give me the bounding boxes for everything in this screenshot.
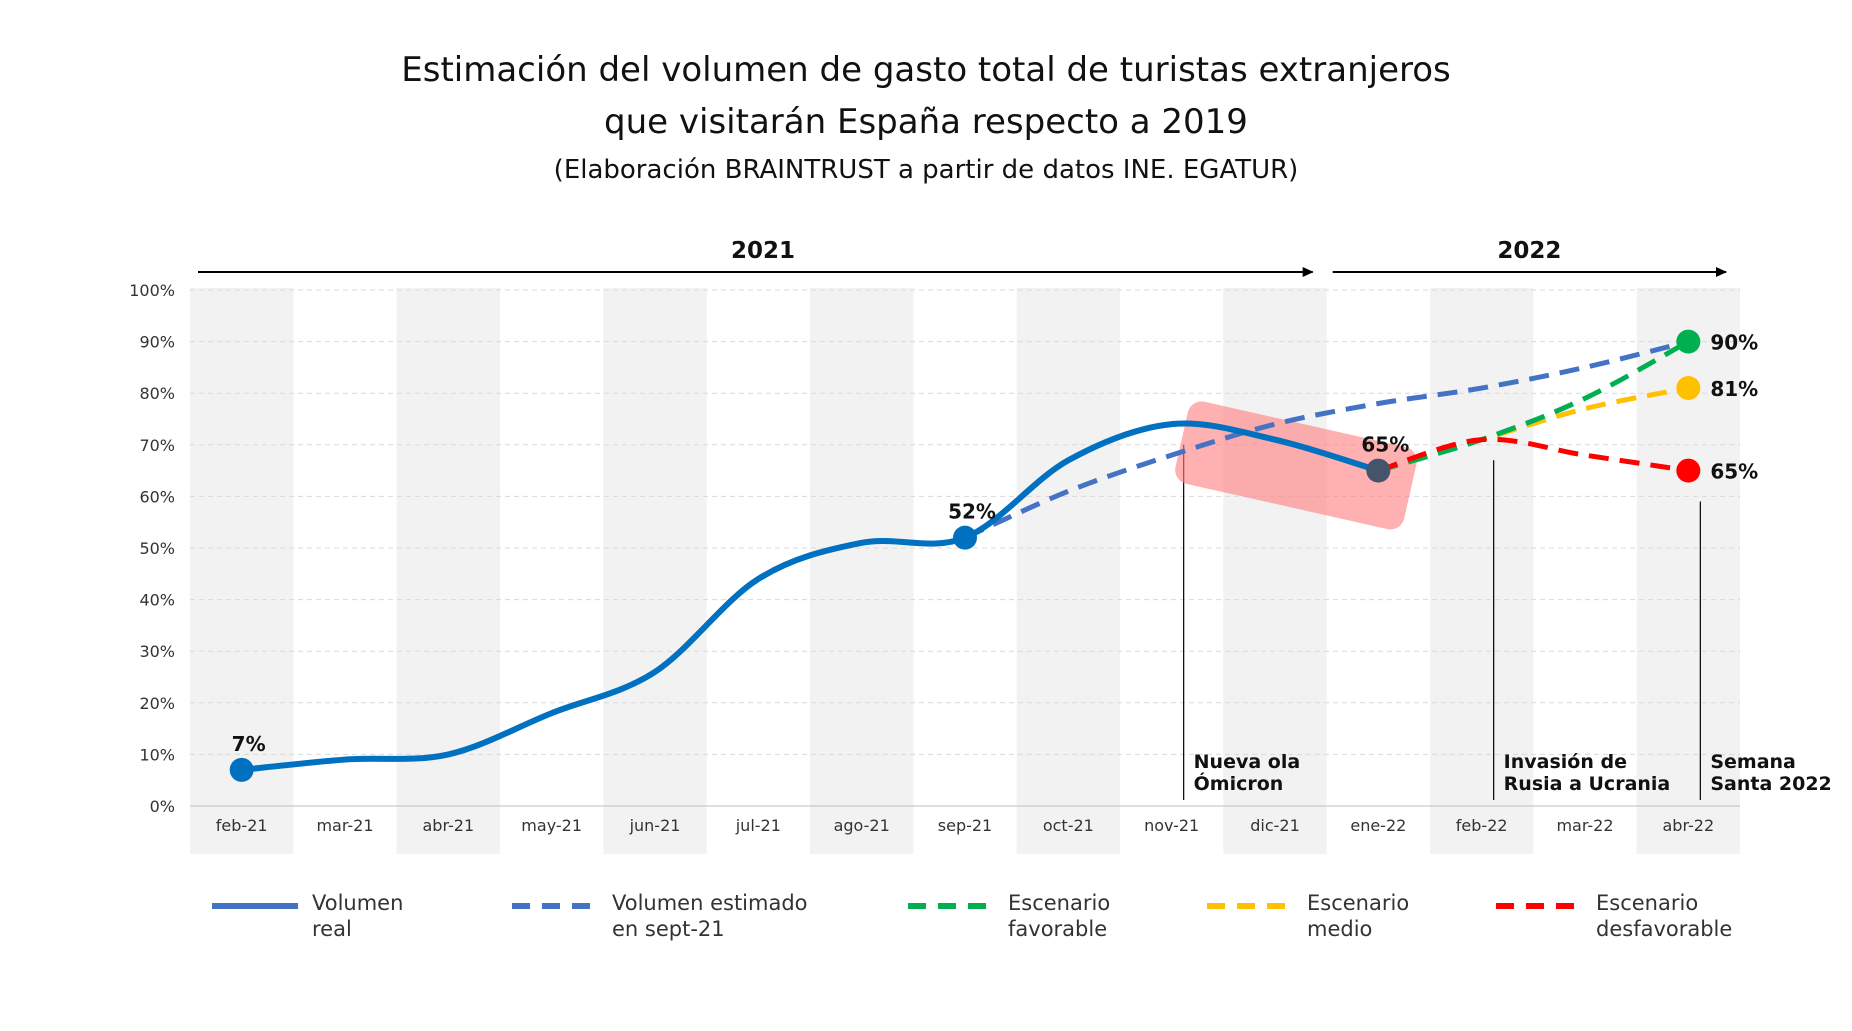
year-label: 2022 [1497,238,1561,264]
band-dic-21 [1223,288,1327,854]
data-points [229,329,1701,782]
legend-item-estimado: Volumen estimado en sept-21 [512,890,808,942]
series-lines [241,339,1690,773]
data-labels: 7% 52% 65% 90% 81% 65% [232,331,1759,756]
series-line-desfavorable [1377,436,1689,474]
annotation-text: Santa 2022 [1710,773,1831,795]
legend-item-favorable: Escenario favorable [908,890,1110,942]
series-line-favorable [1377,339,1690,473]
series-line-estimado [963,339,1689,540]
y-tick-label: 80% [139,384,175,403]
y-tick-label: 100% [129,281,175,300]
x-tick-label: abr-21 [423,816,475,835]
y-tick-label: 10% [139,745,175,764]
x-tick-label: dic-21 [1250,816,1300,835]
legend-swatch-favorable [908,903,994,909]
legend-item-medio: Escenario medio [1207,890,1409,942]
data-point [1366,458,1391,483]
legend-swatch-medio [1207,903,1293,909]
x-tick-label: mar-21 [316,816,373,835]
legend-swatch-estimado [512,903,598,909]
legend-label: Volumen real [312,891,404,941]
data-point [1676,329,1701,354]
x-tick-label: mar-22 [1556,816,1613,835]
band-jun-21 [603,288,707,854]
y-tick-label: 30% [139,642,175,661]
chart-title-line-1: Estimación del volumen de gasto total de… [401,50,1451,90]
x-tick-label: feb-21 [216,816,268,835]
annotation-text: Nueva ola [1194,751,1301,773]
x-tick-label: sep-21 [938,816,992,835]
x-tick-label: oct-21 [1043,816,1094,835]
data-label: 81% [1710,377,1758,401]
y-tick-label: 70% [139,436,175,455]
legend-swatch-desfavorable [1496,903,1582,909]
chart-title-block: Estimación del volumen de gasto total de… [0,44,1852,190]
y-tick-label: 0% [150,797,175,816]
band-oct-21 [1016,288,1120,854]
data-label: 52% [948,500,996,524]
x-tick-label: nov-21 [1144,816,1199,835]
y-tick-label: 50% [139,539,175,558]
chart-title-line-2: que visitarán España respecto a 2019 [604,102,1248,142]
y-axis-tick-labels: 0% 10% 20% 30% 40% 50% 60% 70% 80% 90% 100% [129,281,175,816]
annotation-text: Invasión de [1504,751,1627,773]
band-ago-21 [810,288,914,854]
data-label: 65% [1361,433,1409,457]
legend-label: Escenario desfavorable [1596,891,1733,941]
year-labels: 2021 2022 [198,238,1727,277]
chart-subtitle: (Elaboración BRAINTRUST a partir de dato… [553,155,1299,185]
gridlines [190,289,1740,807]
legend-item-desfavorable: Escenario desfavorable [1496,890,1732,942]
y-tick-label: 90% [139,333,175,352]
x-tick-label: ene-22 [1350,816,1406,835]
year-label: 2021 [731,238,795,264]
data-label: 90% [1710,331,1758,355]
legend-item-real: Volumen real [212,890,403,942]
x-tick-label: jul-21 [735,816,781,835]
data-label: 7% [232,732,266,756]
x-tick-label: feb-22 [1456,816,1508,835]
series-line-real [241,420,1380,773]
annotation-text: Ómicron [1194,771,1284,795]
data-point [1676,458,1701,483]
x-tick-label: ago-21 [834,816,890,835]
y-tick-label: 60% [139,487,175,506]
column-bands [190,288,1740,854]
data-label: 65% [1710,460,1758,484]
x-tick-label: abr-22 [1663,816,1715,835]
data-point [229,757,254,782]
legend-label: Escenario medio [1307,891,1410,941]
annotation-text: Rusia a Ucrania [1504,773,1671,795]
y-tick-label: 20% [139,694,175,713]
legend-label: Escenario favorable [1008,891,1111,941]
annotation-text: Semana [1710,751,1796,773]
band-abr-21 [396,288,500,854]
x-tick-label: may-21 [521,816,582,835]
y-tick-label: 40% [139,591,175,610]
legend-swatch-real [212,903,298,909]
chart-legend: Volumen real Volumen estimado en sept-21 E… [0,890,1852,960]
x-axis-tick-labels: feb-21 mar-21 abr-21 may-21 jun-21 jul-21 ago-… [216,816,1714,835]
legend-label: Volumen estimado en sept-21 [612,891,808,941]
data-point [953,525,977,550]
data-point [1676,376,1701,401]
x-tick-label: jun-21 [629,816,681,835]
